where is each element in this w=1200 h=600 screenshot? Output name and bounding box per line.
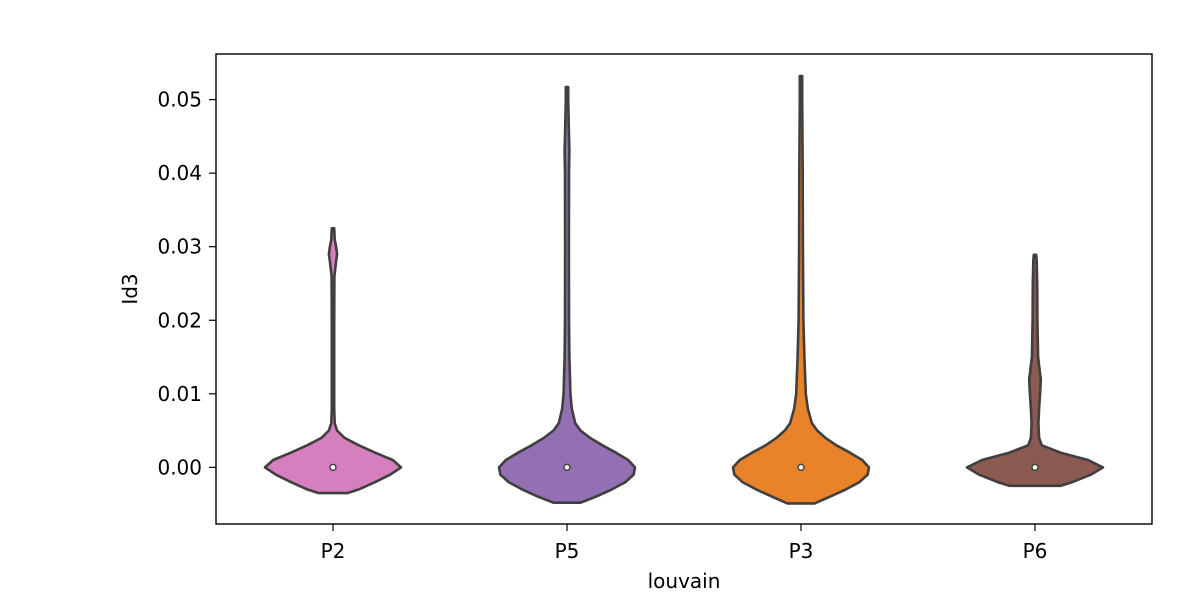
x-tick-label: P5 <box>555 539 580 563</box>
median-point-P3 <box>797 463 805 472</box>
x-axis: P2 P5 P3 P6 <box>321 524 1048 563</box>
violin-P6 <box>965 253 1105 488</box>
x-tick-label: P6 <box>1023 539 1048 563</box>
x-tick-label: P2 <box>321 539 346 563</box>
y-tick-label: 0.01 <box>157 382 202 406</box>
y-tick-label: 0.05 <box>157 88 202 112</box>
violin-P5 <box>497 85 637 504</box>
y-axis-label: Id3 <box>118 273 142 304</box>
x-axis-label: louvain <box>648 569 721 593</box>
violin-P3 <box>731 74 871 505</box>
x-tick-label: P3 <box>789 539 814 563</box>
violin-layer <box>263 74 1105 505</box>
plot-area-frame <box>215 53 1153 525</box>
y-tick-label: 0.00 <box>157 455 202 479</box>
y-axis: 0.00 0.01 0.02 0.03 0.04 0.05 <box>157 88 216 479</box>
y-tick-label: 0.03 <box>157 235 202 259</box>
median-point-P5 <box>563 463 571 472</box>
violin-P2 <box>263 227 403 495</box>
y-tick-label: 0.04 <box>157 161 202 185</box>
median-point-P6 <box>1031 463 1039 472</box>
y-tick-label: 0.02 <box>157 308 202 332</box>
median-point-P2 <box>329 463 337 472</box>
